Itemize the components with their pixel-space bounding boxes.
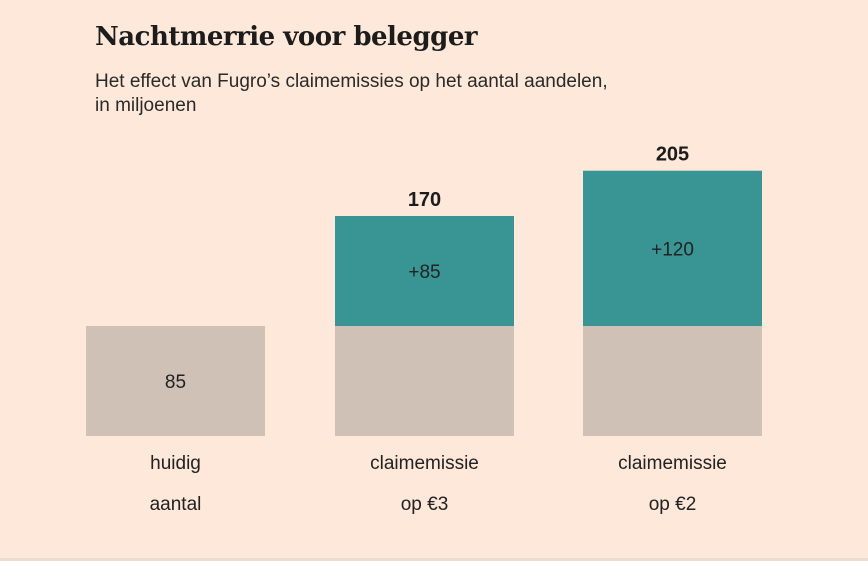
category-label-2-line-2: op €3 [401,494,449,515]
subtitle-line-2: in miljoenen [95,95,197,116]
bar-2-segment-2-label: +85 [408,262,440,283]
chart-subtitle: Het effect van Fugro’s claimemissies op … [95,70,795,118]
category-label-2-line-1: claimemissie [370,453,479,474]
category-label-3-line-2: op €2 [649,494,697,515]
bar-3-total-label: 205 [656,144,689,166]
bar-1-segment-1 [86,326,265,436]
bar-2-segment-2 [335,216,514,326]
bottom-divider [0,558,868,561]
bar-3-segment-1 [583,326,762,436]
category-label-1-line-1: huidig [150,453,201,474]
bar-2-total-label: 170 [408,189,441,211]
bar-1-segment-1-label: 85 [165,372,186,393]
bar-3-segment-2-label: +120 [651,239,694,260]
category-label-1-line-2: aantal [150,494,202,515]
subtitle-line-1: Het effect van Fugro’s claimemissies op … [95,71,608,92]
bar-2-segment-1 [335,326,514,436]
bar-3-segment-2 [583,170,762,326]
chart-title: Nachtmerrie voor belegger [95,22,478,52]
category-label-3-line-1: claimemissie [618,453,727,474]
